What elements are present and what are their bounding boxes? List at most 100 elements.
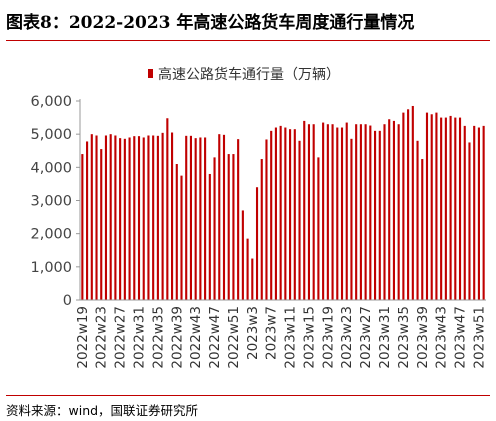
x-tick-label: 2023w27 (358, 306, 374, 369)
bar (345, 122, 348, 300)
bar (397, 124, 400, 300)
bar (147, 135, 150, 300)
bar (90, 134, 93, 300)
bar (265, 139, 268, 300)
x-tick-label: 2023w47 (453, 306, 469, 369)
bar (270, 130, 273, 300)
x-tick-label: 2023w43 (434, 306, 450, 369)
bar (326, 124, 329, 300)
bar (133, 136, 136, 300)
bar (128, 137, 131, 300)
bar (123, 138, 126, 300)
bar (430, 114, 433, 301)
bar (156, 135, 159, 300)
bar (104, 135, 108, 300)
x-tick-label: 2022w27 (113, 306, 129, 369)
bar (402, 112, 405, 300)
bar (227, 154, 230, 300)
bar (166, 118, 169, 300)
bar (374, 130, 377, 300)
bar (350, 138, 353, 300)
bar (364, 124, 367, 300)
legend-label: 高速公路货车通行量（万辆） (158, 66, 340, 83)
bar (421, 159, 424, 300)
bar (449, 115, 452, 300)
bar (444, 117, 447, 300)
bar (241, 210, 244, 300)
bar (222, 134, 226, 300)
bar (255, 187, 259, 300)
bar (81, 154, 84, 300)
bar (260, 159, 263, 300)
x-tick-label: 2022w23 (94, 306, 110, 369)
bar (152, 135, 155, 300)
x-tick-label: 2023w7 (264, 306, 280, 360)
bar (388, 119, 391, 301)
x-axis: 2022w19 2022w23 2022w27 2022w31 2022w35 2022w… (75, 299, 487, 369)
source-divider (6, 395, 490, 396)
bar (317, 157, 320, 300)
bar (185, 135, 188, 300)
bar (284, 127, 287, 300)
legend-swatch (148, 69, 153, 78)
bar (359, 124, 362, 300)
x-tick-label: 2023w39 (415, 306, 431, 369)
bar (175, 164, 178, 300)
bar (435, 112, 438, 300)
x-tick-label: 2022w43 (188, 306, 204, 369)
bar (279, 125, 282, 301)
bar (383, 124, 386, 300)
y-tick-label: 4,000 (30, 160, 72, 176)
bar (213, 157, 216, 300)
bar (204, 137, 207, 300)
bar (463, 125, 466, 301)
bar (161, 132, 164, 300)
bar (86, 141, 89, 300)
bar (218, 134, 221, 300)
bar (307, 124, 311, 300)
x-tick-label: 2022w39 (169, 306, 185, 369)
y-tick-label: 1,000 (30, 260, 72, 276)
bar (477, 127, 480, 300)
bar (246, 238, 249, 300)
x-tick-label: 2023w23 (339, 306, 355, 369)
bar (458, 117, 462, 300)
chart-title: 图表8：2022-2023 年高速公路货车周度通行量情况 (6, 13, 415, 33)
bar (336, 127, 339, 300)
x-tick-label: 2023w19 (320, 306, 336, 369)
bar (322, 122, 325, 300)
bar (293, 129, 296, 300)
x-tick-label: 2023w15 (301, 306, 317, 369)
title-divider (6, 40, 490, 41)
bar (440, 117, 443, 300)
bar (114, 135, 117, 300)
bar (95, 135, 98, 300)
bar (100, 149, 103, 300)
bar (119, 138, 122, 300)
bar (109, 134, 112, 300)
bar (340, 127, 344, 300)
bar (378, 130, 381, 300)
bar (303, 120, 306, 301)
bar (298, 140, 301, 300)
x-tick-label: 2023w31 (377, 306, 393, 369)
x-tick-label: 2023w11 (283, 306, 299, 369)
y-tick-label: 6,000 (30, 94, 72, 110)
legend: 高速公路货车通行量（万辆） (148, 66, 340, 83)
bar (392, 120, 395, 301)
x-tick-label: 2022w51 (226, 306, 242, 369)
bars (81, 105, 485, 301)
source-note: 资料来源：wind，国联证券研究所 (6, 403, 199, 418)
y-tick-label: 3,000 (30, 194, 72, 210)
bar (289, 129, 292, 300)
x-tick-label: 2023w3 (245, 306, 261, 360)
x-tick-label: 2022w35 (150, 306, 166, 369)
bar (194, 138, 197, 300)
x-tick-label: 2022w19 (75, 306, 91, 369)
y-tick-label: 0 (63, 293, 72, 309)
bar (251, 258, 254, 300)
x-tick-label: 2022w31 (132, 306, 148, 369)
bar (274, 127, 277, 300)
bar (369, 125, 372, 300)
bar (142, 137, 145, 300)
